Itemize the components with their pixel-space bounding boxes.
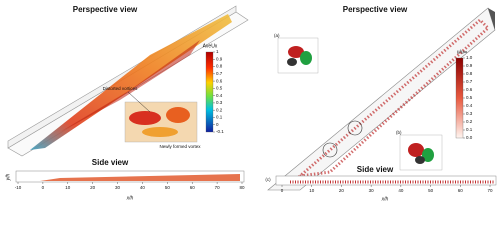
highlight-circle	[347, 120, 363, 136]
x-tick-label: -10	[15, 185, 22, 190]
x-tick-label: 60	[458, 188, 464, 193]
x-tick-label: 30	[369, 188, 375, 193]
colorbar-tick-label: 0	[216, 122, 219, 127]
colorbar-tick-label: 0.3	[466, 111, 473, 116]
panel-title: Side view	[92, 158, 129, 167]
colorbar-tick-label: 1	[216, 49, 219, 54]
x-tick-label: 50	[428, 188, 434, 193]
x-tick-label: 10	[309, 188, 315, 193]
highlight-circle	[322, 142, 338, 158]
x-tick-label: 20	[339, 188, 345, 193]
x-tick-label: 20	[90, 185, 96, 190]
right-perspective: Perspective view u/u∞ (a) (b)	[267, 5, 496, 191]
colorbar-tick-label: 0.2	[216, 107, 223, 112]
axis-label: x/h	[126, 195, 134, 201]
annotation: Distorted vortices	[103, 86, 139, 91]
panel-title: Perspective view	[73, 5, 138, 14]
side-vortices	[40, 174, 240, 181]
vortex-blob	[129, 111, 161, 125]
colorbar-title: u/u∞	[457, 49, 468, 55]
colorbar-title: AveUx	[203, 43, 218, 49]
colorbar-tick-label: 0.9	[216, 56, 223, 61]
x-tick-label: 70	[487, 188, 493, 193]
panel-title: Side view	[357, 165, 394, 174]
colorbar-tick-label: 0.2	[466, 119, 473, 124]
colorbar	[205, 51, 214, 133]
right-side-view: Side view (c) x/h	[265, 165, 497, 202]
annotation-leader	[127, 91, 151, 113]
colorbar-tick-label: 1.0	[466, 55, 473, 60]
colorbar-tick-label: 0.8	[216, 64, 223, 69]
annotation: Newly formed vortex	[159, 144, 201, 149]
inset-a	[277, 37, 319, 74]
left-perspective: Perspective view AveUx Distorted vortice…	[7, 5, 249, 157]
colorbar-tick-label: 0.4	[216, 93, 223, 98]
x-tick-label: 60	[190, 185, 196, 190]
colorbar-tick-label: 0.5	[216, 86, 223, 91]
x-tick-label: 30	[115, 185, 121, 190]
colorbar-tick-label: 0.8	[466, 71, 473, 76]
inset-label: (a)	[274, 33, 280, 38]
colorbar-tick-label: -0.1	[216, 129, 224, 134]
left-side-view: Side view y/h x/h	[5, 158, 245, 201]
vortex-blob	[142, 127, 178, 137]
colorbar-tick-label: 0.3	[216, 100, 223, 105]
colorbar	[455, 57, 464, 139]
vortex-field	[30, 14, 232, 150]
colorbar-tick-label: 0.7	[466, 79, 473, 84]
colorbar-tick-label: 0.4	[466, 103, 473, 108]
x-tick-label: 10	[65, 185, 71, 190]
axis-label: x/h	[381, 196, 389, 202]
x-tick-label: 50	[165, 185, 171, 190]
vortex-blob	[166, 107, 190, 123]
colorbar-tick-label: 0.6	[466, 87, 473, 92]
colorbar-tick-label: 0.1	[466, 127, 473, 132]
colorbar-tick-label: 0.7	[216, 71, 223, 76]
axis-label: y/h	[5, 173, 11, 181]
x-tick-label: 80	[239, 185, 245, 190]
colorbar-tick-label: 0.0	[466, 135, 473, 140]
inset-b	[399, 134, 443, 171]
panel-label: (c)	[265, 177, 271, 182]
domain-box-end	[488, 8, 495, 30]
panel-title: Perspective view	[343, 5, 408, 14]
x-tick-label: 70	[215, 185, 221, 190]
x-tick-label: 0	[42, 185, 45, 190]
x-tick-label: 40	[398, 188, 404, 193]
colorbar-tick-label: 0.5	[466, 95, 473, 100]
x-tick-label: 0	[281, 188, 284, 193]
inset-label: (b)	[396, 130, 402, 135]
figure: Perspective view AveUx Distorted vortice…	[5, 5, 497, 202]
colorbar-tick-label: 0.6	[216, 78, 223, 83]
colorbar-tick-label: 0.9	[466, 63, 473, 68]
domain-box-top	[7, 5, 237, 149]
x-tick-label: 40	[140, 185, 146, 190]
colorbar-tick-label: 0.1	[216, 115, 223, 120]
